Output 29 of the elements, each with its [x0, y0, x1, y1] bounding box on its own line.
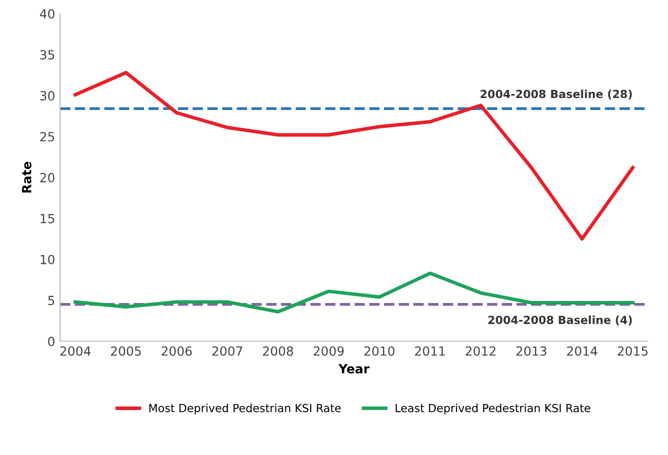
x-tick-label: 2014 [567, 346, 598, 356]
y-axis-title: Rate [22, 162, 32, 193]
y-tick-label: 10 [40, 254, 54, 264]
y-tick-label: 35 [40, 50, 54, 60]
x-tick-label: 2007 [212, 346, 242, 356]
y-tick-label: 30 [40, 91, 54, 100]
ref-line-label: 2004-2008 Baseline (4) [488, 316, 632, 326]
x-tick-label: 2010 [364, 346, 394, 356]
x-tick-label: 2015 [618, 346, 648, 356]
x-tick-label: 2009 [314, 346, 344, 356]
x-tick-label: 2011 [415, 346, 445, 356]
y-tick-label: 20 [40, 172, 54, 182]
x-tick-label: 2008 [263, 346, 294, 356]
x-axis-title: Year [338, 364, 370, 374]
y-tick-label: 0 [48, 336, 54, 346]
legend-label: Most Deprived Pedestrian KSI Rate [149, 404, 341, 414]
legend-label: Least Deprived Pedestrian KSI Rate [396, 404, 590, 414]
x-tick-label: 2013 [516, 346, 546, 356]
ref-line-label: 2004-2008 Baseline (28) [480, 90, 632, 100]
y-tick-label: 5 [48, 296, 54, 306]
x-tick-label: 2005 [111, 346, 141, 356]
x-tick-label: 2006 [162, 346, 192, 356]
y-tick-label: 40 [40, 9, 54, 19]
y-tick-label: 15 [40, 214, 54, 224]
x-tick-label: 2004 [60, 346, 91, 356]
x-tick-label: 2012 [466, 346, 496, 356]
line-series [74, 272, 634, 314]
y-tick-label: 25 [40, 132, 54, 142]
line-series [74, 70, 634, 241]
